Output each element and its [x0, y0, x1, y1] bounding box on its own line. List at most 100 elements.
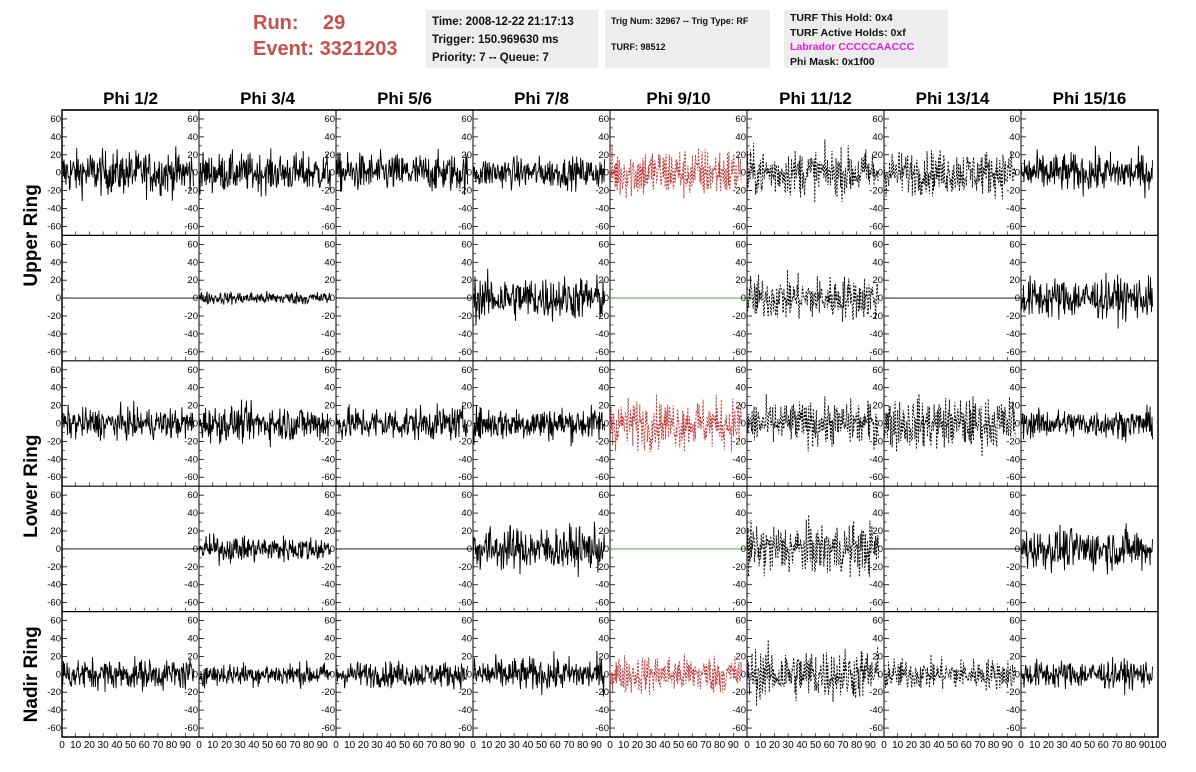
y-tick-label: 0	[193, 168, 198, 179]
y-tick-label: -60	[321, 347, 335, 358]
y-tick-label: 40	[187, 508, 198, 519]
y-tick-label: -60	[595, 598, 609, 609]
y-tick-label: 20	[735, 275, 746, 286]
y-tick-label: -40	[732, 454, 746, 465]
y-tick-label: -20	[1006, 562, 1020, 573]
y-tick-label: 20	[324, 150, 335, 161]
waveform-trace	[746, 514, 879, 578]
column-label: Phi 1/2	[103, 89, 158, 108]
x-tick-label: 70	[426, 740, 438, 751]
y-tick-label: 0	[1015, 544, 1020, 555]
x-tick-label: 40	[522, 740, 534, 751]
y-tick-label: -40	[1006, 454, 1020, 465]
y-tick-label: 60	[872, 365, 883, 376]
y-tick-label: 40	[598, 633, 609, 644]
y-tick-label: 40	[187, 633, 198, 644]
x-tick-label: 20	[358, 740, 370, 751]
y-tick-label: -40	[321, 580, 335, 591]
x-tick-label: 80	[166, 740, 178, 751]
y-tick-label: -20	[595, 436, 609, 447]
y-tick-label: -20	[458, 186, 472, 197]
y-tick-label: -40	[458, 204, 472, 215]
y-tick-label: 60	[735, 114, 746, 125]
y-tick-label: -60	[458, 347, 472, 358]
timing-info-box: Time: 2008-12-22 21:17:13 Trigger: 150.9…	[426, 10, 598, 68]
y-tick-label: 20	[50, 526, 61, 537]
x-tick-label: 60	[824, 740, 836, 751]
row-label: Nadir Ring	[21, 626, 42, 722]
y-tick-label: 0	[604, 544, 609, 555]
y-tick-label: -40	[458, 580, 472, 591]
y-tick-label: -40	[47, 705, 61, 716]
y-tick-label: -60	[47, 598, 61, 609]
y-tick-label: 40	[1009, 383, 1020, 394]
y-tick-label: -40	[184, 580, 198, 591]
labrador-text: Labrador CCCCCAACCC	[790, 41, 915, 53]
y-tick-label: 40	[461, 383, 472, 394]
y-tick-label: 40	[1009, 257, 1020, 268]
y-tick-label: 40	[735, 132, 746, 143]
y-tick-label: -40	[869, 329, 883, 340]
waveform-trace	[198, 148, 331, 197]
y-tick-label: 0	[604, 669, 609, 680]
y-tick-label: 0	[1015, 419, 1020, 430]
y-tick-label: 60	[461, 616, 472, 627]
waveform-trace	[746, 139, 879, 203]
y-tick-label: 40	[735, 633, 746, 644]
column-label: Phi 9/10	[646, 89, 710, 108]
y-tick-label: 60	[1009, 365, 1020, 376]
y-tick-label: 20	[324, 526, 335, 537]
y-tick-label: -40	[732, 580, 746, 591]
x-tick-label: 0	[470, 740, 476, 751]
y-tick-label: 40	[1009, 633, 1020, 644]
y-tick-label: 60	[598, 490, 609, 501]
y-tick-label: -20	[321, 311, 335, 322]
y-tick-label: 60	[187, 239, 198, 250]
y-tick-label: -20	[732, 186, 746, 197]
y-tick-label: 20	[598, 651, 609, 662]
waveform-trace	[609, 653, 742, 695]
y-tick-label: -60	[595, 347, 609, 358]
waveform-trace	[472, 155, 605, 192]
y-tick-label: -60	[595, 472, 609, 483]
x-tick-label: 0	[59, 740, 65, 751]
y-tick-label: 40	[187, 257, 198, 268]
turf-text: TURF: 98512	[611, 42, 666, 52]
y-tick-label: 60	[872, 616, 883, 627]
run-value: 29	[323, 12, 346, 34]
y-tick-label: 20	[461, 150, 472, 161]
y-tick-label: -60	[321, 723, 335, 734]
y-tick-label: 0	[467, 293, 472, 304]
y-tick-label: 60	[1009, 114, 1020, 125]
y-tick-label: -20	[732, 687, 746, 698]
x-tick-label: 10	[1029, 740, 1041, 751]
y-tick-label: 0	[56, 293, 61, 304]
y-tick-label: 0	[1015, 293, 1020, 304]
y-tick-label: 20	[50, 651, 61, 662]
y-tick-label: 20	[324, 651, 335, 662]
y-tick-label: -20	[732, 562, 746, 573]
y-tick-label: -60	[732, 221, 746, 232]
x-tick-label: 90	[591, 740, 603, 751]
y-tick-label: 60	[187, 365, 198, 376]
row-label: Upper Ring	[21, 184, 42, 286]
y-tick-label: -40	[47, 204, 61, 215]
y-tick-label: 40	[461, 508, 472, 519]
waveform-trace	[883, 149, 1016, 200]
x-tick-label: 40	[796, 740, 808, 751]
x-tick-label: 30	[372, 740, 384, 751]
x-tick-label: 20	[221, 740, 233, 751]
y-tick-label: 0	[330, 293, 335, 304]
y-tick-label: 40	[461, 132, 472, 143]
y-tick-label: -40	[1006, 580, 1020, 591]
y-tick-label: -40	[595, 580, 609, 591]
y-tick-label: 20	[598, 401, 609, 412]
y-tick-label: -60	[184, 723, 198, 734]
y-tick-label: 60	[1009, 239, 1020, 250]
x-tick-label: 30	[509, 740, 521, 751]
x-tick-label: 10	[892, 740, 904, 751]
y-tick-label: 20	[872, 526, 883, 537]
x-tick-label: 30	[783, 740, 795, 751]
y-tick-label: 20	[187, 150, 198, 161]
x-tick-label: 0	[333, 740, 339, 751]
